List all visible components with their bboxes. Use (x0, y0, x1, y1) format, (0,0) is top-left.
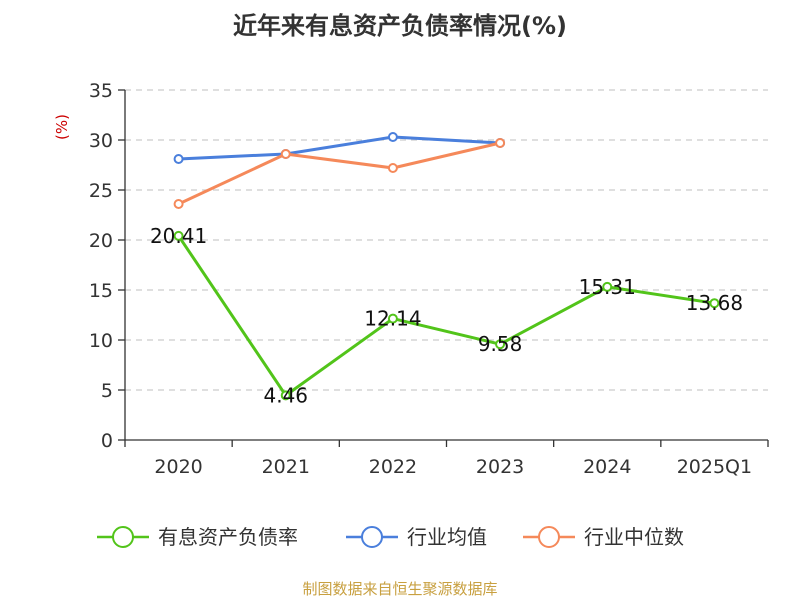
x-tick-label: 2025Q1 (677, 456, 752, 478)
x-tick-label: 2020 (154, 456, 202, 478)
series-point-1 (387, 132, 398, 142)
y-tick-label: 10 (89, 330, 113, 352)
data-label: 20.41 (150, 224, 207, 248)
data-label: 9.58 (478, 332, 523, 356)
source-note: 制图数据来自恒生聚源数据库 (302, 580, 497, 598)
data-label: 12.14 (364, 307, 421, 331)
y-tick-label: 35 (89, 80, 113, 102)
series-line-0 (177, 235, 715, 397)
y-axis-unit-label: (%) (53, 114, 71, 140)
legend-marker-icon (112, 526, 134, 548)
series (173, 132, 720, 401)
legend-label: 行业中位数 (584, 525, 684, 549)
x-tick-label: 2023 (476, 456, 524, 478)
y-tick-label: 25 (89, 180, 113, 202)
y-tick-label: 5 (101, 380, 113, 402)
chart-title: 近年来有息资产负债率情况(%) (233, 12, 567, 40)
series-point-2 (387, 163, 398, 173)
grid-lines (125, 89, 768, 391)
data-label: 4.46 (263, 383, 308, 407)
series-point-0 (280, 390, 291, 401)
axes: 0 5 10 15 20 25 30 35 2020 2021 2022 2023 2024 2025Q1 (89, 80, 769, 478)
legend-label: 有息资产负债率 (158, 525, 298, 549)
data-label: 13.68 (686, 291, 743, 315)
series-point-2 (280, 149, 291, 159)
y-tick-label: 15 (89, 280, 113, 302)
y-tick-label: 0 (101, 430, 113, 452)
legend-item-1[interactable]: 行业均值 (346, 525, 487, 549)
y-tick-label: 30 (89, 130, 113, 152)
series-line-1 (178, 135, 501, 161)
series-point-2 (495, 138, 506, 148)
series-point-0 (709, 298, 720, 309)
x-tick-label: 2024 (583, 456, 631, 478)
series-point-0 (173, 230, 184, 241)
series-point-2 (173, 199, 184, 209)
series-point-0 (495, 339, 506, 350)
series-point-0 (602, 281, 613, 292)
data-label: 15.31 (579, 275, 636, 299)
legend-label: 行业均值 (407, 525, 487, 549)
series-point-0 (387, 313, 398, 324)
x-tick-label: 2021 (262, 456, 310, 478)
legend-marker-icon (361, 526, 383, 548)
y-tick-label: 20 (89, 230, 113, 252)
legend-item-2[interactable]: 行业中位数 (523, 525, 684, 549)
series-line-2 (177, 141, 501, 206)
legend-marker-icon (538, 526, 560, 548)
data-labels: 20.41 4.46 12.14 9.58 15.31 13.68 (150, 224, 743, 408)
series-point-1 (173, 154, 184, 164)
legend-item-0[interactable]: 有息资产负债率 (97, 525, 298, 549)
x-tick-label: 2022 (369, 456, 417, 478)
legend: 有息资产负债率 行业均值 行业中位数 (97, 525, 684, 549)
